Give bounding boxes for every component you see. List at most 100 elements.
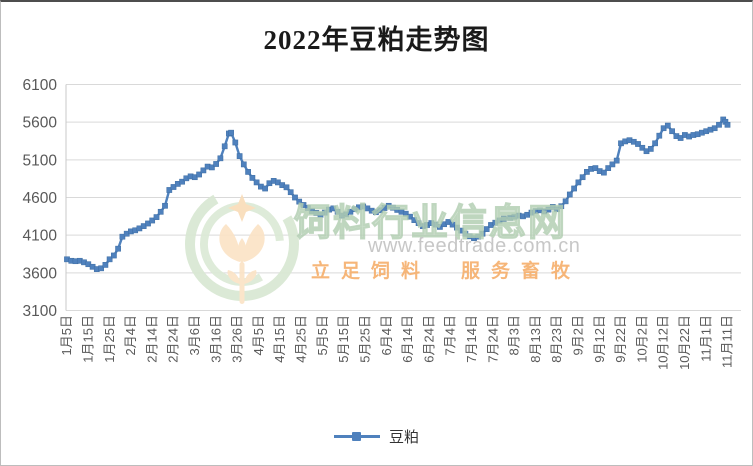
- data-point-marker: [217, 155, 224, 162]
- data-point-marker: [200, 167, 207, 174]
- x-tick-label: 5月5日: [315, 315, 330, 355]
- data-point-marker: [711, 125, 718, 132]
- data-point-marker: [669, 128, 675, 135]
- data-point-marker: [111, 252, 117, 259]
- y-tick-label: 4600: [23, 190, 58, 207]
- legend-label: 豆粕: [388, 429, 419, 446]
- data-point-marker: [236, 153, 243, 159]
- y-axis-labels: 6100 5600 5100 4600 4100 3600 3100: [23, 77, 58, 320]
- data-point-marker: [157, 208, 164, 215]
- data-point-marker: [601, 169, 607, 176]
- y-tick-label: 3100: [23, 303, 58, 320]
- data-point-marker: [170, 184, 177, 190]
- data-point-marker: [304, 205, 311, 211]
- data-point-marker: [106, 256, 113, 263]
- x-axis-labels: 1月5日 1月15日 1月25日 2月4日 2月14日 2月24日 3月6日 3月16日 3月2…: [59, 315, 735, 370]
- data-point-marker: [411, 217, 418, 223]
- data-point-marker: [584, 169, 590, 175]
- y-tick-label: 4100: [23, 228, 58, 245]
- x-tick-label: 4月15日: [272, 315, 287, 363]
- data-point-marker: [232, 139, 239, 146]
- data-point-marker: [213, 161, 219, 167]
- x-tick-label: 6月4日: [379, 315, 394, 355]
- data-point-marker: [575, 179, 582, 186]
- data-point-marker: [613, 157, 620, 164]
- data-point-marker: [209, 164, 215, 171]
- y-tick-label: 3600: [23, 265, 58, 282]
- x-tick-label: 3月16日: [208, 315, 223, 363]
- data-point-marker: [609, 161, 616, 168]
- data-point-marker: [458, 227, 465, 234]
- data-point-marker: [479, 230, 486, 237]
- data-point-marker: [145, 220, 151, 227]
- data-point-marker: [321, 209, 328, 216]
- data-point-marker: [475, 233, 482, 240]
- data-point-marker: [656, 132, 663, 139]
- x-tick-label: 10月2日: [634, 315, 649, 363]
- data-point-marker: [554, 206, 560, 213]
- data-point-marker: [454, 224, 460, 231]
- data-point-marker: [639, 144, 646, 151]
- data-point-marker: [562, 198, 569, 205]
- data-point-marker: [240, 161, 247, 168]
- data-point-marker: [716, 121, 722, 128]
- data-point-marker: [287, 189, 294, 196]
- legend-marker-icon: [351, 432, 361, 441]
- x-tick-label: 2月4日: [123, 315, 138, 355]
- data-point-marker: [98, 265, 104, 272]
- data-point-marker: [571, 185, 577, 192]
- legend: 豆粕: [1, 426, 752, 447]
- data-point-marker: [119, 233, 126, 240]
- data-point-marker: [407, 213, 413, 220]
- data-point-marker: [566, 191, 573, 198]
- data-point-marker: [449, 221, 456, 228]
- x-tick-label: 9月2日: [571, 315, 586, 355]
- x-tick-label: 3月6日: [187, 315, 202, 355]
- x-tick-label: 10月12日: [656, 315, 671, 370]
- x-tick-label: 8月13日: [528, 315, 543, 363]
- x-tick-label: 1月5日: [59, 315, 74, 355]
- data-point-marker: [221, 143, 228, 150]
- x-tick-label: 9月12日: [592, 315, 607, 363]
- y-tick-label: 5100: [23, 152, 58, 169]
- x-tick-label: 5月25日: [357, 315, 372, 363]
- x-tick-label: 6月24日: [421, 315, 436, 363]
- x-tick-label: 3月26日: [230, 315, 245, 363]
- data-point-marker: [605, 165, 612, 171]
- data-point-marker: [196, 171, 202, 178]
- data-point-marker: [724, 121, 731, 128]
- x-tick-label: 7月24日: [485, 315, 500, 363]
- data-point-marker: [149, 217, 156, 224]
- data-point-marker: [330, 205, 337, 212]
- data-point-marker: [253, 179, 260, 186]
- data-point-marker: [262, 185, 268, 192]
- x-tick-label: 9月22日: [613, 315, 628, 363]
- data-point-marker: [677, 135, 684, 141]
- data-point-marker: [102, 262, 109, 268]
- y-tick-label: 6100: [23, 77, 58, 94]
- data-point-marker: [635, 141, 641, 147]
- data-point-marker: [179, 178, 185, 185]
- x-tick-label: 8月23日: [549, 315, 564, 363]
- x-tick-label: 2月24日: [166, 315, 181, 363]
- data-point-marker: [579, 174, 586, 181]
- x-tick-label: 1月25日: [102, 315, 117, 363]
- x-tick-label: 4月25日: [294, 315, 309, 363]
- data-point-marker: [652, 140, 658, 147]
- data-point-marker: [483, 226, 490, 232]
- x-tick-label: 11月1日: [698, 315, 713, 362]
- x-tick-label: 4月5日: [251, 315, 266, 355]
- x-tick-label: 11月11日: [720, 315, 735, 368]
- data-point-marker: [228, 129, 234, 136]
- data-point-marker: [592, 165, 599, 171]
- x-tick-label: 7月4日: [443, 315, 458, 355]
- x-tick-label: 6月14日: [400, 315, 415, 363]
- x-tick-label: 10月22日: [677, 315, 692, 370]
- data-point-marker: [115, 245, 121, 252]
- chart-title: 2022年豆粕走势图: [263, 25, 490, 55]
- x-tick-label: 7月14日: [464, 315, 479, 363]
- data-point-marker: [334, 208, 341, 215]
- y-tick-label: 5600: [23, 115, 58, 132]
